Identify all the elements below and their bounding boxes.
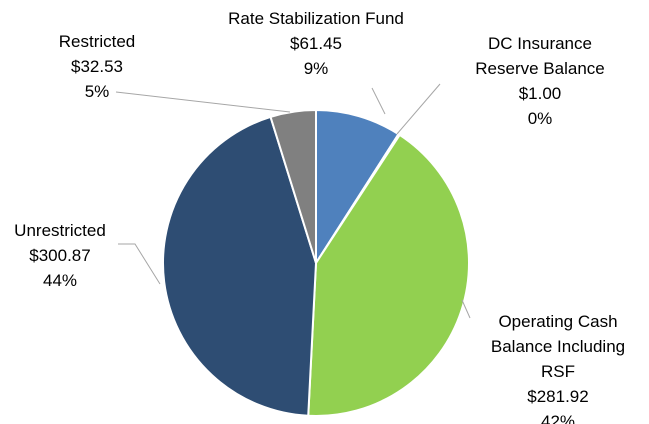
- slice-label: Restricted $32.53 5%: [42, 29, 152, 104]
- value-label: $61.45: [290, 34, 342, 53]
- leader-line: [396, 83, 441, 135]
- category-label: Rate Stabilization Fund: [228, 9, 404, 28]
- slices: [162, 108, 470, 417]
- leader-line: [371, 87, 386, 115]
- value-label: $1.00: [518, 84, 562, 103]
- value-label: $300.87: [29, 246, 91, 265]
- pie-slice: [269, 108, 317, 264]
- value-label: $32.53: [71, 57, 123, 76]
- category-label: Restricted: [58, 32, 136, 51]
- category-label: Operating Cash Balance Including RSF: [490, 312, 626, 381]
- category-label: Unrestricted: [14, 221, 106, 240]
- percent-label: 9%: [303, 59, 329, 78]
- percent-label: 44%: [42, 271, 78, 290]
- slice-label: DC Insurance Reserve Balance $1.00 0%: [462, 31, 618, 131]
- percent-label: 42%: [540, 412, 576, 424]
- leader-line: [115, 91, 291, 113]
- pie-slice: [307, 133, 470, 417]
- slice-label: Operating Cash Balance Including RSF $28…: [478, 309, 638, 424]
- category-label: DC Insurance Reserve Balance: [475, 34, 605, 78]
- value-label: $281.92: [527, 387, 589, 406]
- leader-line: [461, 299, 471, 319]
- slice-label: Unrestricted $300.87 44%: [4, 218, 116, 293]
- leader-line: [118, 243, 161, 285]
- slice-label: Rate Stabilization Fund $61.45 9%: [196, 6, 436, 81]
- pie-slice: [162, 115, 318, 417]
- percent-label: 5%: [84, 82, 110, 101]
- percent-label: 0%: [527, 109, 553, 128]
